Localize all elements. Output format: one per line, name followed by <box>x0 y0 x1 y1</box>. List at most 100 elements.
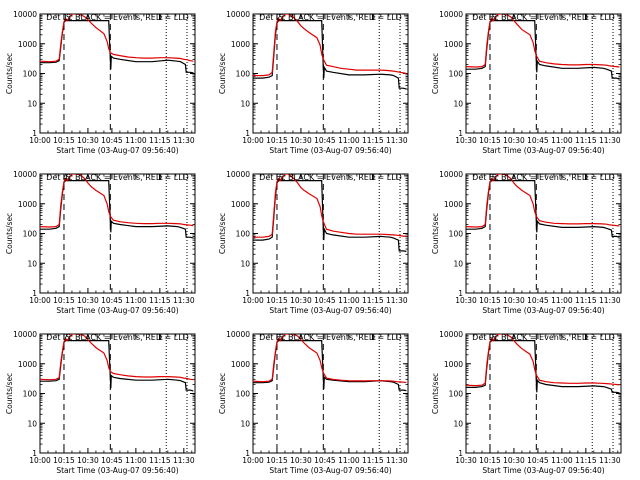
y-tick-label: 1 <box>245 449 250 458</box>
x-tick-label: 10:00 <box>29 136 51 145</box>
x-tick-label: 10:00 <box>242 136 264 145</box>
y-tick-label: 10000 <box>439 330 463 339</box>
lld-series-line <box>40 334 194 381</box>
y-tick-label: 10000 <box>226 170 250 179</box>
panel-det-7: 1 10 100 1000 10000 10:00 10:15 10:30 10:45 11:00… <box>5 330 196 475</box>
x-tick-label: 11:00 <box>338 456 360 465</box>
lld-series-line <box>466 334 620 387</box>
y-tick-label: 10 <box>27 99 37 108</box>
panel-det-1: 1 10 100 1000 10000 10:00 10:15 10:30 10:45 11:00… <box>5 10 196 155</box>
x-tick-label: 10:15 <box>479 136 501 145</box>
lld-series-line <box>40 174 194 228</box>
y-tick-label: 1000 <box>231 40 250 49</box>
y-tick-label: 1 <box>245 129 250 138</box>
y-tick-label: 10 <box>453 419 463 428</box>
y-tick-label: 10000 <box>226 330 250 339</box>
x-axis-label: Start Time (03-Aug-07 09:56:40) <box>269 146 391 155</box>
x-axis-label: Start Time (03-Aug-07 09:56:40) <box>56 466 178 475</box>
y-tick-label: 10 <box>240 419 250 428</box>
x-tick-label: 11:30 <box>599 296 621 305</box>
y-axis-label: Counts/sec <box>431 213 440 254</box>
x-tick-label: 10:15 <box>53 136 75 145</box>
x-tick-label: 10:15 <box>479 456 501 465</box>
x-tick-label: 10:45 <box>101 456 123 465</box>
y-tick-label: 10000 <box>13 10 37 19</box>
x-tick-label: 11:30 <box>173 456 195 465</box>
x-tick-label: 10:45 <box>527 136 549 145</box>
panel-title: Det 4c BLACK = Events, RED = LLD <box>46 173 189 182</box>
x-tick-label: 11:15 <box>575 296 597 305</box>
x-tick-label: 10:30 <box>455 136 477 145</box>
x-tick-label: 11:00 <box>338 296 360 305</box>
marker-label-end: E <box>158 13 163 22</box>
marker-label-start: S <box>66 333 71 342</box>
y-axis-label: Counts/sec <box>5 373 14 414</box>
y-tick-label: 100 <box>23 390 38 399</box>
x-tick-label: 11:15 <box>149 136 171 145</box>
y-tick-label: 100 <box>236 70 251 79</box>
x-tick-label: 10:30 <box>77 456 99 465</box>
x-tick-label: 11:00 <box>338 136 360 145</box>
marker-label-start: S <box>492 173 497 182</box>
x-tick-label: 10:15 <box>53 296 75 305</box>
y-tick-label: 1 <box>245 289 250 298</box>
y-tick-label: 1 <box>32 129 37 138</box>
x-tick-label: 10:45 <box>101 296 123 305</box>
y-tick-label: 100 <box>23 230 38 239</box>
y-tick-label: 10000 <box>13 170 37 179</box>
y-axis-label: Counts/sec <box>5 213 14 254</box>
x-tick-label: 11:30 <box>173 136 195 145</box>
marker-label-end: E <box>584 13 589 22</box>
lld-series-line <box>253 334 407 384</box>
plot-frame <box>39 333 196 454</box>
x-tick-label: 10:45 <box>101 136 123 145</box>
y-tick-label: 10 <box>27 419 37 428</box>
y-tick-label: 10 <box>453 259 463 268</box>
y-tick-label: 1000 <box>231 360 250 369</box>
x-tick-label: 11:30 <box>386 456 408 465</box>
y-tick-label: 100 <box>236 230 251 239</box>
x-tick-label: 10:30 <box>503 296 525 305</box>
marker-label-end: E <box>584 333 589 342</box>
lld-series-line <box>253 174 407 238</box>
y-axis-label: Counts/sec <box>431 373 440 414</box>
x-tick-label: 10:30 <box>77 296 99 305</box>
panel-title: Det 5c BLACK = Events, RED = LLD <box>259 173 402 182</box>
marker-label-end: E <box>371 333 376 342</box>
x-tick-label: 10:15 <box>479 296 501 305</box>
marker-label-end: E <box>371 173 376 182</box>
y-tick-label: 10000 <box>13 330 37 339</box>
marker-label-start: S <box>279 13 284 22</box>
x-tick-label: 10:15 <box>266 456 288 465</box>
y-tick-label: 100 <box>449 70 464 79</box>
x-tick-label: 11:00 <box>551 456 573 465</box>
y-axis-label: Counts/sec <box>218 213 227 254</box>
y-tick-label: 10 <box>453 99 463 108</box>
y-tick-label: 1000 <box>18 40 37 49</box>
x-tick-label: 11:30 <box>386 136 408 145</box>
x-tick-label: 10:30 <box>77 136 99 145</box>
lld-series-line <box>466 174 620 228</box>
y-axis-label: Counts/sec <box>218 53 227 94</box>
marker-label-end: E <box>371 13 376 22</box>
x-axis-label: Start Time (03-Aug-07 09:56:40) <box>56 146 178 155</box>
x-tick-label: 10:30 <box>455 456 477 465</box>
x-tick-label: 10:15 <box>53 456 75 465</box>
y-tick-label: 10 <box>240 99 250 108</box>
x-tick-label: 10:45 <box>527 296 549 305</box>
x-axis-label: Start Time (03-Aug-07 09:56:40) <box>269 466 391 475</box>
y-tick-label: 100 <box>449 390 464 399</box>
x-tick-label: 10:45 <box>527 456 549 465</box>
x-tick-label: 11:00 <box>125 296 147 305</box>
x-tick-label: 11:00 <box>125 136 147 145</box>
x-tick-label: 10:30 <box>455 296 477 305</box>
x-tick-label: 11:00 <box>125 456 147 465</box>
y-tick-label: 1 <box>458 449 463 458</box>
x-axis-label: Start Time (03-Aug-07 09:56:40) <box>482 306 604 315</box>
y-tick-label: 1000 <box>444 40 463 49</box>
panel-title: Det 2c BLACK = Events, RED = LLD <box>259 13 402 22</box>
marker-label-start: S <box>279 333 284 342</box>
x-tick-label: 10:00 <box>29 456 51 465</box>
x-tick-label: 10:30 <box>290 456 312 465</box>
